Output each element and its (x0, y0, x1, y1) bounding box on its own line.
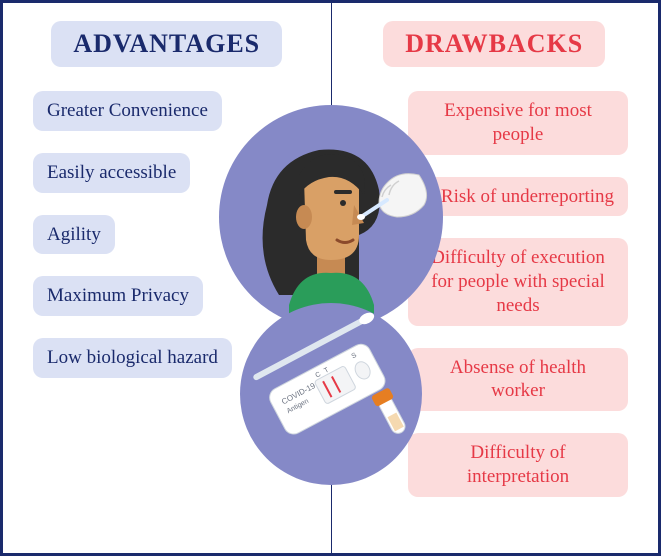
person-swab-icon (219, 105, 443, 329)
advantage-item: Agility (33, 215, 115, 255)
advantage-item: Maximum Privacy (33, 276, 203, 316)
advantage-item: Low biological hazard (33, 338, 232, 378)
test-kit-illustration: COVID-19 Antigen C T S (240, 303, 422, 485)
advantage-item: Greater Convenience (33, 91, 222, 131)
drawbacks-header: DRAWBACKS (383, 21, 605, 67)
infographic-container: ADVANTAGES Greater Convenience Easily ac… (0, 0, 661, 556)
drawback-item: Difficulty of execution for people with … (408, 238, 628, 325)
drawback-item: Risk of underreporting (427, 177, 628, 217)
person-swab-illustration (219, 105, 443, 329)
advantages-header: ADVANTAGES (51, 21, 282, 67)
drawback-item: Difficulty of interpretation (408, 433, 628, 497)
drawback-item: Absense of health worker (408, 348, 628, 412)
drawback-item: Expensive for most people (408, 91, 628, 155)
test-kit-icon: COVID-19 Antigen C T S (240, 303, 422, 485)
advantage-item: Easily accessible (33, 153, 190, 193)
